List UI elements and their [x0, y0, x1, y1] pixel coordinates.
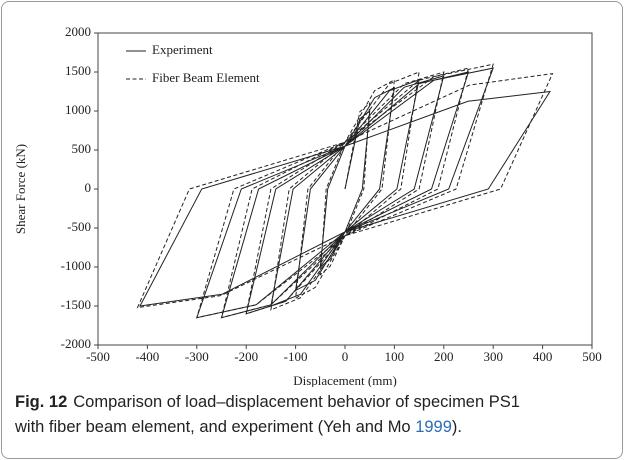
caption-text: with fiber beam element, and experiment … [15, 418, 416, 436]
y-axis-label: Shear Force (kN) [13, 144, 28, 234]
x-tick-label: 200 [434, 349, 454, 364]
caption-link[interactable]: 1999 [415, 418, 452, 436]
x-tick-label: -100 [284, 349, 308, 364]
y-tick-label: -1000 [61, 258, 91, 273]
series-line [139, 67, 551, 319]
y-tick-label: 1000 [65, 102, 91, 117]
x-tick-label: -400 [135, 349, 159, 364]
x-tick-label: -200 [234, 349, 258, 364]
y-tick-label: 500 [72, 141, 92, 156]
caption-text: ). [451, 418, 463, 436]
y-tick-label: -1500 [61, 297, 91, 312]
x-tick-label: 500 [582, 349, 602, 364]
y-tick-label: 1500 [65, 63, 91, 78]
y-tick-label: -500 [67, 219, 91, 234]
caption-text: Comparison of load–displacement behavior… [73, 393, 520, 411]
legend-label: Experiment [152, 42, 213, 57]
series-line [136, 63, 554, 319]
caption-label: Fig. 12 [15, 393, 68, 411]
x-tick-label: -300 [185, 349, 209, 364]
y-tick-label: -2000 [61, 336, 91, 351]
caption: Fig. 12 Comparison of load–displacement b… [15, 390, 615, 440]
x-tick-label: 0 [342, 349, 349, 364]
x-tick-label: -500 [86, 349, 110, 364]
x-tick-label: 400 [533, 349, 553, 364]
x-tick-label: 300 [483, 349, 503, 364]
legend-label: Fiber Beam Element [152, 70, 260, 85]
y-tick-label: 0 [85, 180, 92, 195]
y-tick-label: 2000 [65, 24, 91, 39]
chart: Displacement (mm) Shear Force (kN) -500-… [13, 24, 602, 387]
x-tick-label: 100 [385, 349, 405, 364]
x-axis-label: Displacement (mm) [293, 373, 397, 387]
